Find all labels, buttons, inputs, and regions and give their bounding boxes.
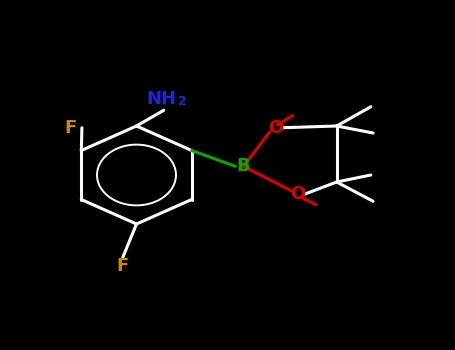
Text: B: B [237, 157, 250, 175]
Text: NH: NH [147, 90, 177, 108]
Text: 2: 2 [177, 95, 187, 108]
Text: F: F [65, 119, 76, 137]
Text: O: O [290, 185, 306, 203]
Text: F: F [117, 257, 129, 275]
Text: O: O [268, 119, 283, 137]
